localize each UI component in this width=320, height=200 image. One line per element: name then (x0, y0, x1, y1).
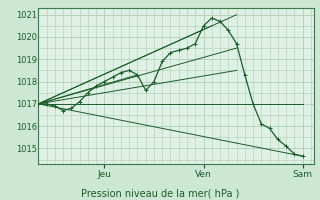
Text: Pression niveau de la mer( hPa ): Pression niveau de la mer( hPa ) (81, 188, 239, 198)
